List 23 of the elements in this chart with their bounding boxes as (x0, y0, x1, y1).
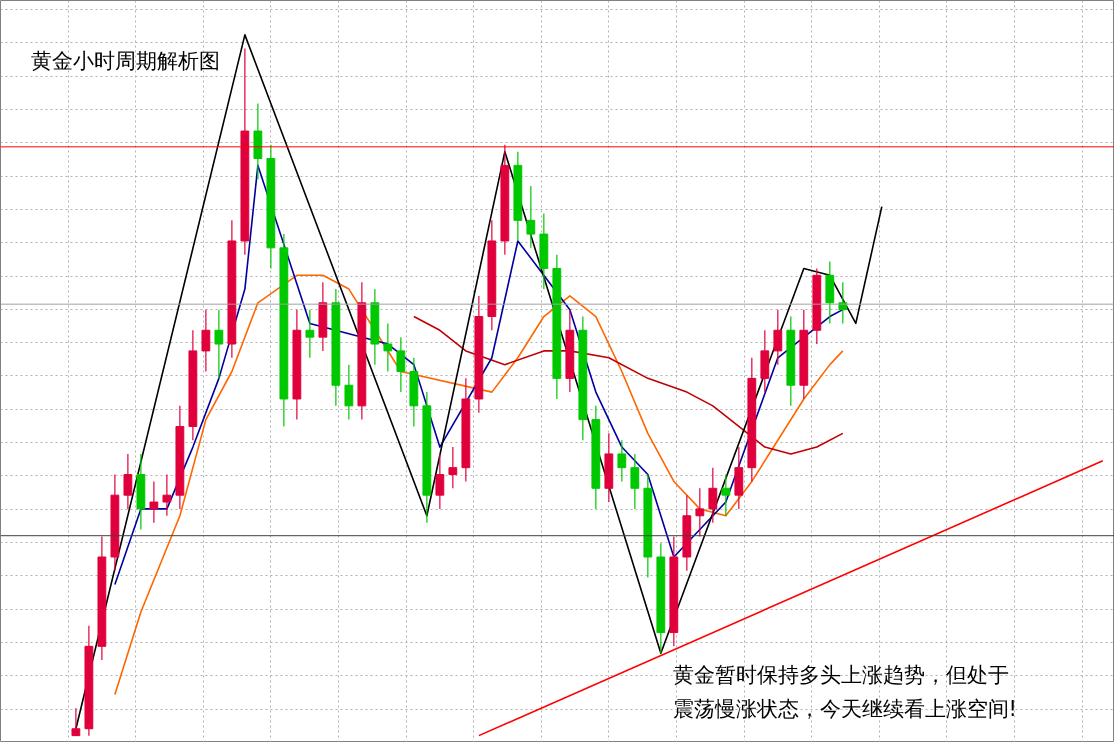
candlestick (71, 707, 81, 737)
chart-title: 黄金小时周期解析图 (30, 48, 220, 73)
candlestick (838, 281, 848, 325)
candlestick (383, 322, 393, 373)
annotation: 震荡慢涨状态，今天继续看上涨空间! (672, 696, 1017, 721)
candlestick (695, 487, 705, 537)
candlestick (201, 309, 211, 373)
candlestick (305, 309, 315, 359)
candlestick (214, 309, 224, 379)
annotation: 黄金暂时保持多头上涨趋势，但处于 (672, 662, 1009, 687)
candlestick (630, 453, 640, 510)
candlestick (344, 364, 354, 421)
candlestick (617, 439, 627, 483)
candlestick (773, 309, 783, 366)
candlestick (123, 453, 133, 510)
candlestick (448, 446, 458, 489)
candlestick (435, 453, 445, 510)
candlestick (526, 185, 536, 249)
candlestick (721, 473, 731, 517)
candlestick (396, 336, 406, 393)
candlestick (162, 473, 172, 517)
candlestick (708, 467, 718, 524)
candlestick (149, 480, 159, 524)
